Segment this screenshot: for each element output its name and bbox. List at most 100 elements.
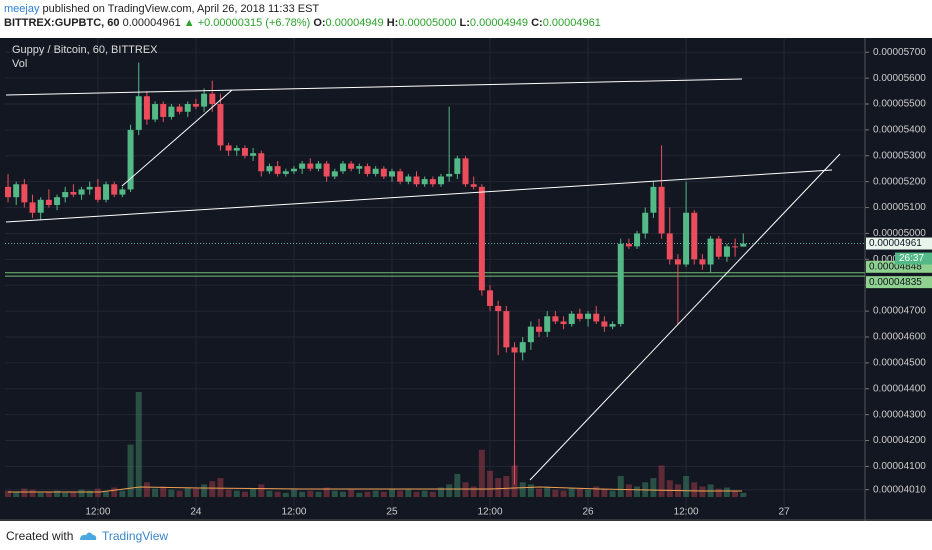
y-tick-label: 0.00005200 xyxy=(873,176,926,187)
y-tick-label: 0.00004500 xyxy=(873,358,926,369)
candle-body xyxy=(552,316,559,322)
candle-body xyxy=(421,179,428,185)
volume-bar xyxy=(54,490,61,497)
publish-line: meejay published on TradingView.com, Apr… xyxy=(4,2,928,16)
volume-bar xyxy=(152,488,159,497)
y-tick-label: 0.00004100 xyxy=(873,461,926,472)
volume-bar xyxy=(356,492,363,497)
candle-body xyxy=(617,243,624,325)
countdown: 26:37 xyxy=(899,253,924,264)
volume-bar xyxy=(715,488,722,497)
volume-bar xyxy=(274,491,281,497)
volume-bar xyxy=(683,476,690,497)
ohlc-h: H: xyxy=(386,17,399,29)
candle-body xyxy=(168,106,175,117)
candle-body xyxy=(487,290,494,306)
y-tick-label: 0.00005700 xyxy=(873,47,926,58)
x-tick-label: 25 xyxy=(386,507,398,518)
author[interactable]: meejay xyxy=(4,3,40,15)
x-tick-label: 12:00 xyxy=(281,507,306,518)
price-tag xyxy=(866,276,932,289)
volume-bar xyxy=(634,486,641,497)
volume-bar xyxy=(470,486,477,497)
candle-body xyxy=(609,324,616,327)
ohlc-o-val: 0.00004949 xyxy=(325,17,384,29)
x-tick-label: 12:00 xyxy=(674,507,699,518)
volume-bar xyxy=(478,449,485,497)
price-tag-label: 0.00004961 xyxy=(869,238,922,249)
chart-title: Guppy / Bitcoin, 60, BITTREX xyxy=(12,44,158,56)
candle-body xyxy=(674,259,681,265)
volume-bar xyxy=(699,486,706,497)
y-tick-label: 0.00004700 xyxy=(873,306,926,317)
candle-body xyxy=(143,96,150,120)
volume-bar xyxy=(250,488,257,497)
candle-body xyxy=(740,243,747,247)
volume-bar xyxy=(388,488,395,497)
candle-body xyxy=(356,166,363,169)
last: 0.00004961 xyxy=(122,17,181,29)
candle-body xyxy=(715,238,722,257)
candle-body xyxy=(315,163,322,169)
volume-bar xyxy=(723,487,730,497)
y-tick-label: 0.00004400 xyxy=(873,383,926,394)
y-tick-label: 0.00004010 xyxy=(873,484,926,495)
volume-bar xyxy=(552,489,559,497)
volume-bar xyxy=(691,482,698,497)
volume-bar xyxy=(233,490,240,497)
volume-bar xyxy=(544,486,551,497)
volume-bar xyxy=(576,488,583,497)
candle-body xyxy=(446,173,453,177)
candle-body xyxy=(217,104,224,146)
y-tick-label: 0.00005500 xyxy=(873,99,926,110)
candle-body xyxy=(103,184,110,200)
candle-body xyxy=(5,186,12,198)
volume-bar xyxy=(462,482,469,497)
candle-body xyxy=(544,316,551,332)
candle-body xyxy=(364,166,371,174)
trend-line xyxy=(5,78,743,96)
candle-body xyxy=(62,192,69,198)
candle-body xyxy=(438,176,445,185)
candle-body xyxy=(201,93,208,107)
trend-line xyxy=(121,89,233,187)
grid xyxy=(5,38,865,520)
volume-bar xyxy=(454,473,461,497)
published: published on TradingView.com, April 26, … xyxy=(39,3,320,15)
candle-body xyxy=(290,168,297,172)
y-tick-label: 0.00005600 xyxy=(873,73,926,84)
volume-bar xyxy=(732,490,739,497)
y-tick-label: 0.00005400 xyxy=(873,125,926,136)
candle-body xyxy=(536,326,543,332)
candle-body xyxy=(176,106,183,112)
candle-body xyxy=(209,93,216,105)
volume-bar xyxy=(323,487,330,497)
x-tick-label: 27 xyxy=(779,507,791,518)
x-tick-label: 12:00 xyxy=(478,507,503,518)
candle-body xyxy=(470,184,477,187)
countdown-tag xyxy=(895,252,932,265)
volume-bar xyxy=(617,476,624,497)
candle-body xyxy=(723,246,730,257)
price-tag-label: 0.00004835 xyxy=(869,277,922,288)
candle-body xyxy=(495,305,502,312)
volume-bar xyxy=(650,478,657,497)
candle-body xyxy=(299,163,306,169)
brand[interactable]: TradingView xyxy=(102,529,169,543)
ohlc-l-val: 0.00004949 xyxy=(469,17,529,29)
volume-bar xyxy=(143,482,150,497)
candle-body xyxy=(397,171,404,182)
volume-label: Vol xyxy=(12,58,27,70)
footer: Created with TradingView xyxy=(0,521,932,550)
x-tick-label: 26 xyxy=(582,507,594,518)
candle-body xyxy=(560,321,567,325)
y-tick-label: 0.00004200 xyxy=(873,435,926,446)
ohlc: O:0.00004949 H:0.00005000 L:0.00004949 C… xyxy=(313,17,601,29)
candle-body xyxy=(127,129,134,190)
volume-bar xyxy=(86,490,93,497)
candle-body xyxy=(625,243,632,247)
volume-bar xyxy=(103,491,110,497)
volume-bar xyxy=(225,489,232,497)
ohlc-c: C: xyxy=(531,17,543,29)
